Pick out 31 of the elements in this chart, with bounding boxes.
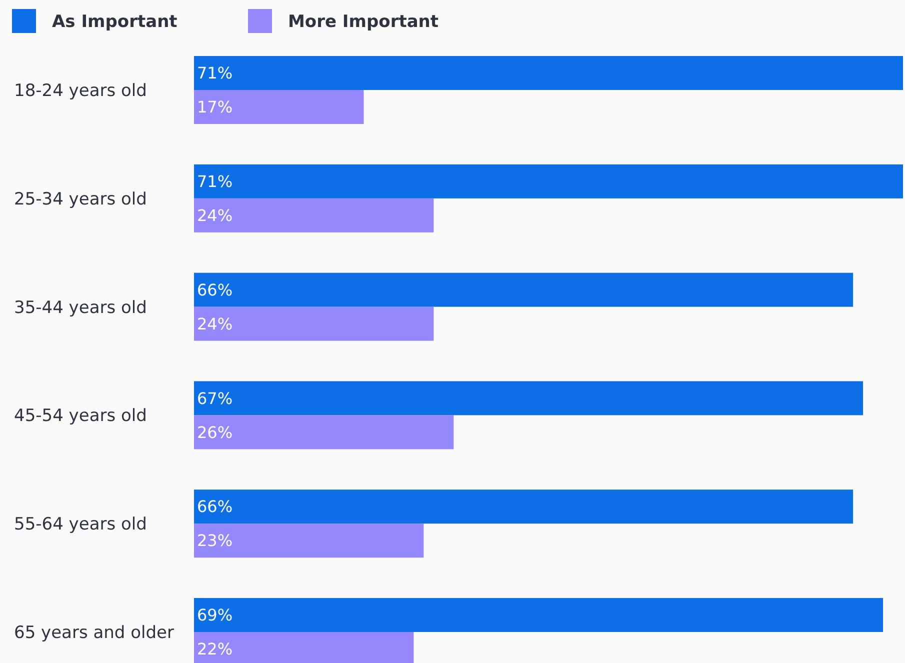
bar [194, 415, 454, 450]
data-label: 22% [197, 640, 233, 659]
data-label: 71% [197, 64, 233, 83]
y-tick-label: 18-24 years old [14, 80, 147, 101]
data-label: 67% [197, 388, 233, 408]
data-label: 71% [197, 172, 233, 191]
y-tick-label: 55-64 years old [14, 514, 147, 535]
data-label: 66% [197, 280, 233, 300]
data-label: 66% [197, 497, 233, 516]
y-tick-label: 65 years and older [14, 622, 174, 643]
bar [194, 490, 854, 524]
data-label: 24% [197, 206, 233, 225]
y-tick-label: 35-44 years old [14, 298, 147, 318]
bar [194, 524, 424, 558]
data-label: 24% [197, 314, 233, 334]
bar [194, 272, 854, 307]
bar [194, 198, 434, 232]
y-tick-label: 25-34 years old [14, 189, 147, 210]
y-tick-label: 45-54 years old [14, 406, 147, 426]
bar [194, 56, 903, 90]
bar [194, 90, 364, 124]
bar [194, 598, 884, 632]
bar [194, 381, 864, 416]
bar [194, 164, 903, 198]
legend-label: More Important [288, 12, 439, 32]
legend-label: As Important [52, 12, 178, 32]
data-label: 17% [197, 98, 233, 117]
data-label: 23% [197, 531, 233, 550]
data-label: 69% [197, 606, 233, 625]
data-label: 26% [197, 422, 233, 442]
bar [194, 306, 434, 341]
